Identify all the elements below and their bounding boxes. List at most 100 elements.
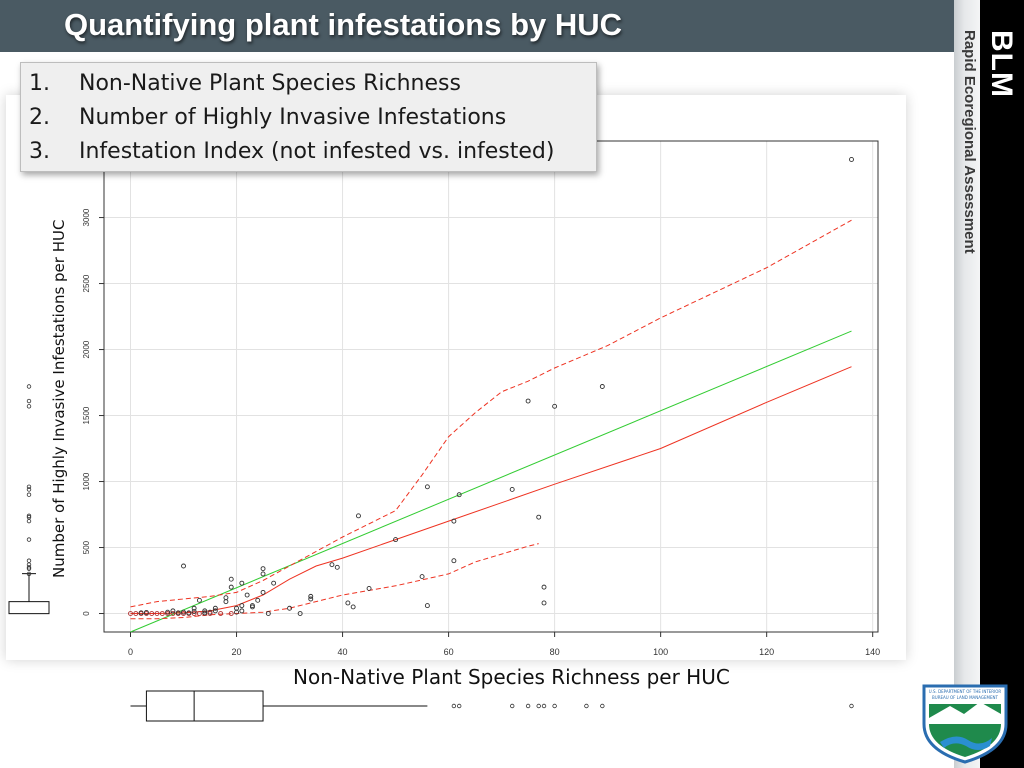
y-tick-label: 500 [82, 540, 91, 554]
data-point [223, 599, 229, 605]
data-point [287, 605, 292, 611]
data-point [308, 593, 314, 599]
data-point [191, 611, 197, 616]
data-point [223, 595, 229, 601]
data-point [212, 605, 218, 611]
data-point [260, 571, 266, 577]
brand-wrap: BLM [985, 30, 1020, 130]
blm-shield-icon: U.S. DEPARTMENT OF THE INTERIOR BUREAU O… [922, 684, 1008, 764]
x-outlier [849, 703, 854, 709]
confidence-band-line [130, 219, 852, 608]
data-point [536, 514, 542, 520]
data-point [170, 611, 176, 616]
data-point [599, 384, 605, 389]
axes: 0 20 40 60 80 100 120 140 0 500 1000 1500 2000 2500 30… [82, 140, 880, 657]
fit-line [130, 330, 852, 633]
data-point [149, 611, 155, 616]
data-point [329, 562, 335, 568]
y-axis-label-wrap: Number of Highly Invasive Infestations p… [50, 193, 74, 583]
callout-text: Infestation Index (not infested vs. infe… [79, 139, 555, 164]
data-point [419, 574, 425, 580]
data-point [191, 605, 197, 611]
y-boxplot-box [8, 601, 50, 615]
callout-number: 2. [29, 105, 50, 130]
data-point [525, 398, 531, 404]
callout-item-2: 2. Number of Highly Invasive Infestations [29, 105, 506, 130]
x-outlier [584, 703, 589, 709]
y-axis-label: Number of Highly Invasive Infestations p… [50, 219, 68, 578]
marginal-boxplots [8, 157, 854, 722]
data-point [509, 487, 515, 492]
x-outlier [510, 703, 515, 709]
fit-line [130, 366, 852, 614]
x-tick-label: 80 [550, 647, 560, 657]
sidebar-strip [954, 0, 980, 768]
data-point [552, 403, 558, 409]
callout-text: Non-Native Plant Species Richness [79, 71, 461, 96]
brand-strip [980, 0, 1024, 768]
grid-lines [104, 141, 878, 632]
sidebar-text-wrap: Rapid Ecoregional Assessment [958, 30, 978, 330]
data-point [202, 608, 208, 614]
data-point [218, 611, 224, 616]
data-point [239, 608, 245, 614]
y-outlier [26, 558, 32, 563]
data-point [271, 580, 277, 586]
data-point [244, 592, 250, 598]
series-lines [130, 219, 852, 633]
y-outlier [26, 484, 32, 490]
y-outlier [26, 537, 32, 542]
brand-text: BLM [985, 30, 1018, 98]
data-point [133, 611, 139, 616]
data-point [239, 603, 245, 609]
y-outlier [26, 404, 32, 409]
data-point [202, 610, 208, 616]
data-point [356, 513, 361, 519]
data-point [228, 576, 234, 582]
x-outlier [552, 703, 557, 709]
data-point [175, 610, 181, 616]
scatter-chart: 0 20 40 60 80 100 120 140 0 500 1000 1500 2000 2500 30… [8, 140, 880, 722]
data-point [424, 484, 430, 490]
plot-panel [6, 95, 906, 660]
callout-item-1: 1. Non-Native Plant Species Richness [29, 71, 461, 96]
data-point [181, 563, 186, 569]
data-point [456, 492, 462, 498]
logo-text-1: U.S. DEPARTMENT OF THE INTERIOR [929, 689, 1002, 694]
x-boxplot-box [145, 690, 264, 722]
logo-text-2: BUREAU OF LAND MANAGEMENT [932, 695, 998, 700]
plot-frame [103, 140, 879, 633]
data-point [345, 600, 351, 606]
x-tick-label: 140 [865, 647, 880, 657]
data-points [128, 157, 854, 616]
title-bar: Quantifying plant infestations by HUC [0, 0, 954, 52]
x-axis-label: Non-Native Plant Species Richness per HU… [293, 665, 730, 689]
y-outlier [26, 384, 32, 389]
data-point [541, 600, 547, 606]
y-outlier [26, 492, 32, 497]
y-tick-label: 1500 [82, 406, 91, 424]
data-point [165, 609, 171, 615]
data-point [297, 611, 303, 616]
data-point [265, 611, 271, 616]
sidebar-text: Rapid Ecoregional Assessment [961, 30, 978, 254]
y-outlier [26, 487, 32, 492]
callout-number: 3. [29, 139, 50, 164]
data-point [212, 608, 218, 614]
data-point [128, 611, 133, 616]
data-point [424, 603, 430, 609]
data-point [138, 610, 144, 616]
data-point [228, 584, 234, 590]
data-point [308, 596, 314, 602]
x-tick-label: 120 [759, 647, 774, 657]
y-outlier [26, 513, 32, 519]
callout-text: Number of Highly Invasive Infestations [79, 105, 507, 130]
data-point [393, 537, 399, 543]
data-point [154, 611, 160, 616]
y-outlier [26, 518, 32, 524]
y-tick-label: 0 [82, 611, 91, 616]
data-point [249, 603, 255, 609]
data-point [186, 610, 192, 616]
callout-box: 1. Non-Native Plant Species Richness 2. Nu… [20, 62, 597, 172]
y-tick-label: 2500 [82, 274, 91, 292]
